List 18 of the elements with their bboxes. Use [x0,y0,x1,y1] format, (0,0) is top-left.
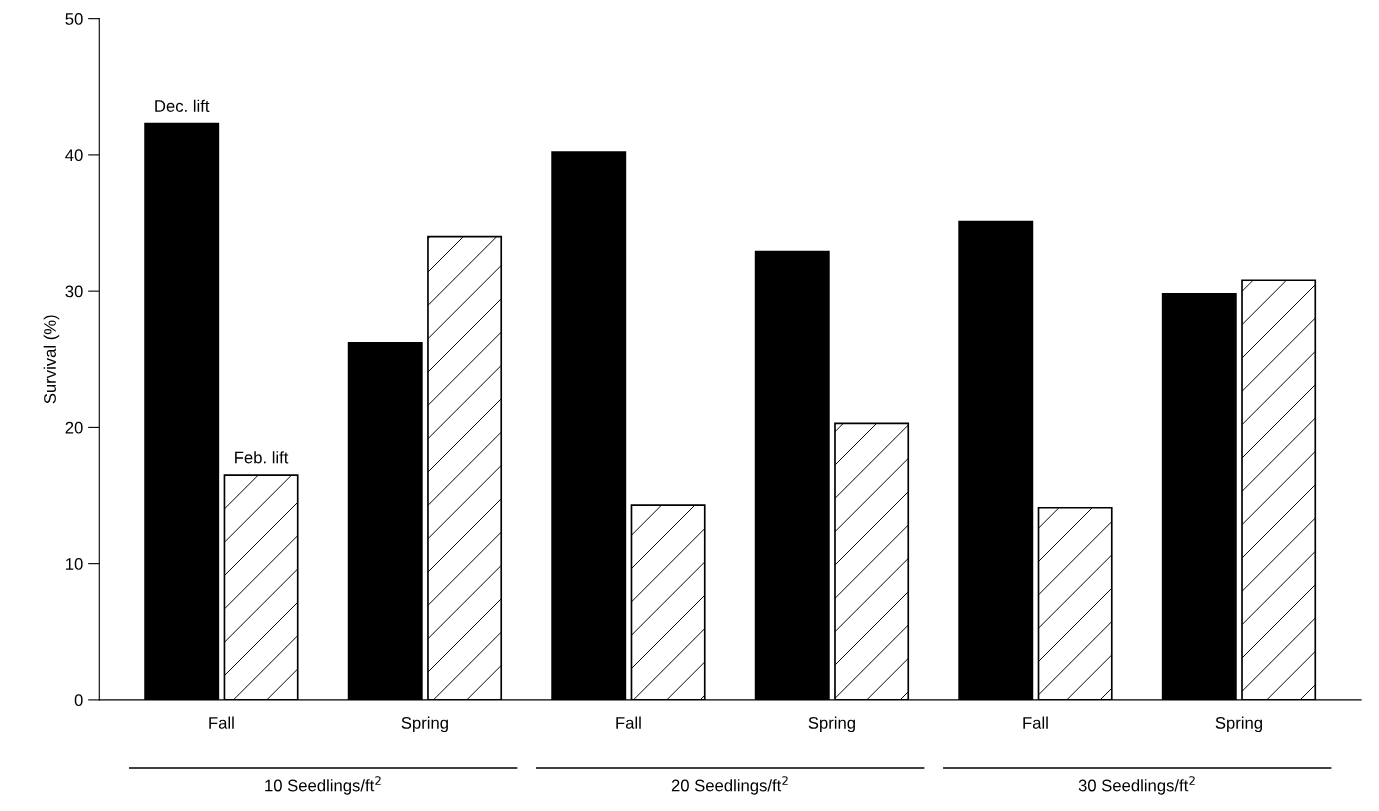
x-tick-label: Spring [808,716,855,733]
x-tick-label: Fall [616,716,641,729]
y-tick-label: 50 [65,13,83,25]
x-tick-label: Spring [401,716,448,733]
y-axis-title: Survival (%) [43,315,60,404]
series-label: Dec. lift [155,99,210,112]
x-tick-label: Fall [1023,716,1048,729]
y-tick-label: 10 [66,558,83,570]
y-tick-label: 20 [65,421,83,434]
y-tick-label: 0 [74,694,83,707]
series-label: Feb. lift [235,451,289,464]
text: 30 Seedlings/ft$^{2}$ [1078,776,1195,795]
text: 10 Seedlings/ft$^{2}$ [265,776,381,795]
x-tick-label: Spring [1215,716,1262,733]
y-tick-label: 30 [65,285,83,298]
x-tick-label: Fall [209,716,234,729]
text: 20 Seedlings/ft$^{2}$ [671,776,788,795]
y-tick-label: 40 [65,149,83,162]
